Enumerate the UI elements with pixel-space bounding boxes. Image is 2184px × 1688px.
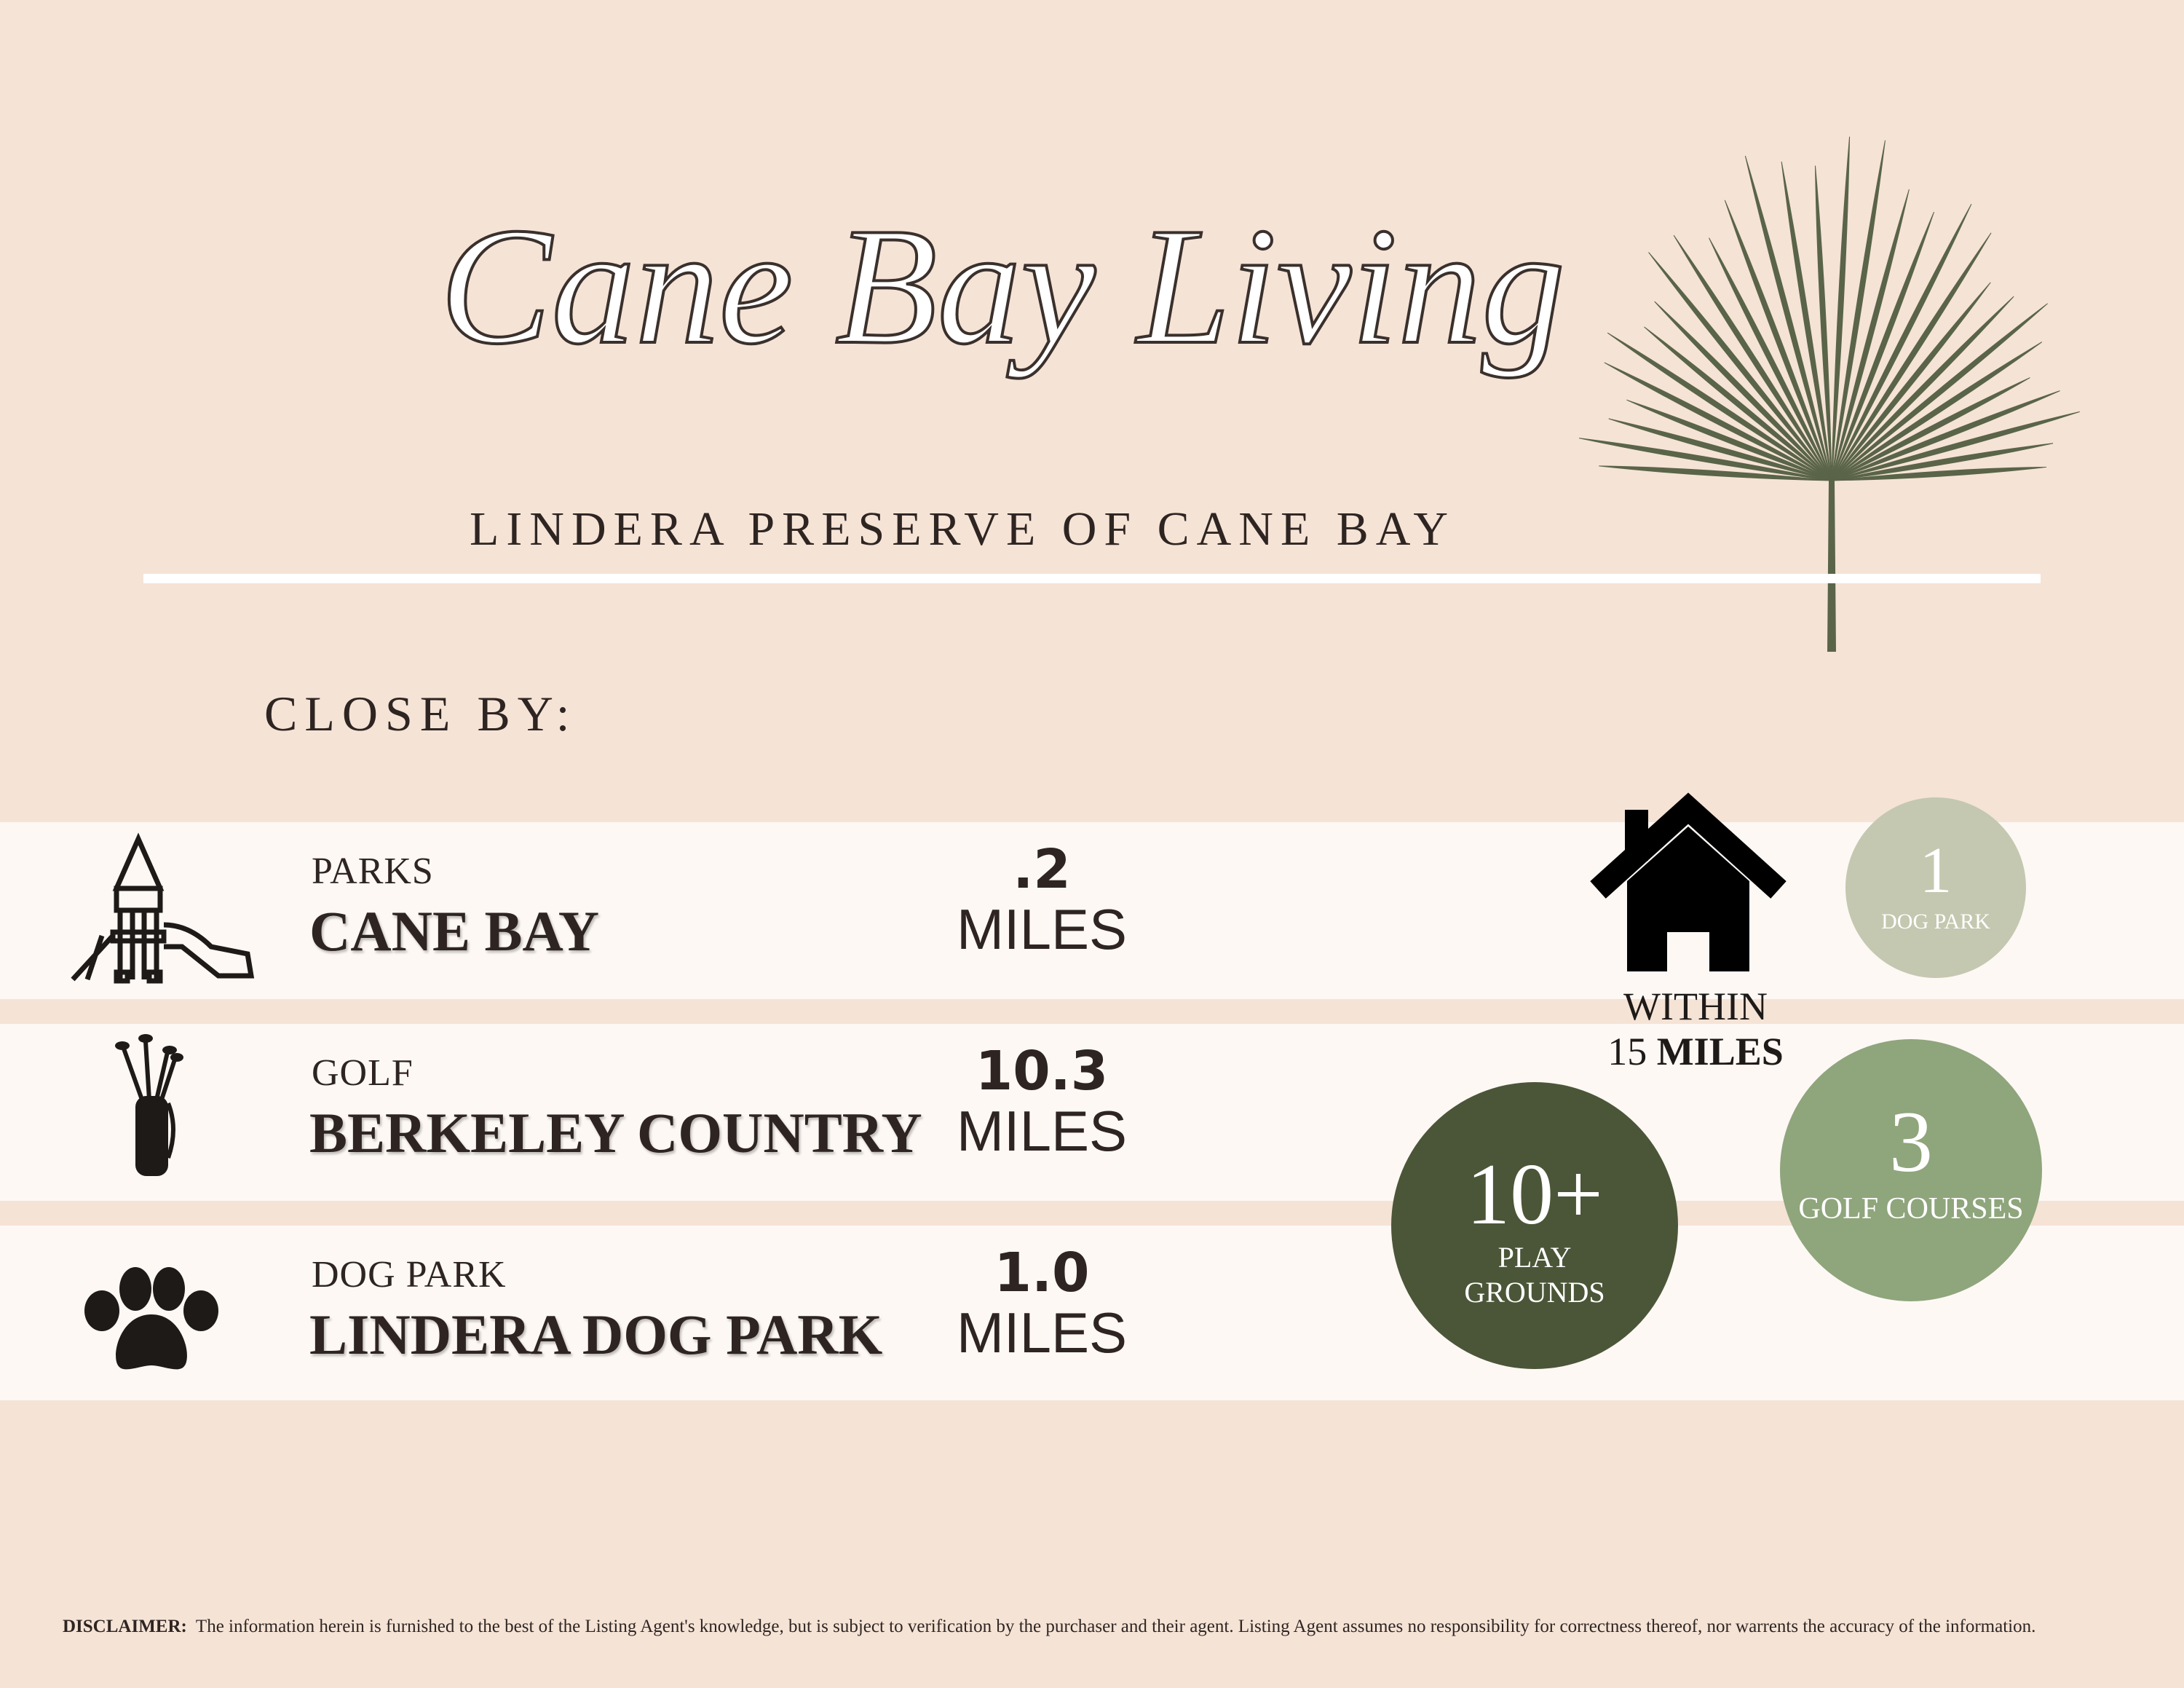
- palm-frond: [1654, 301, 1832, 481]
- palm-frond: [1831, 232, 1992, 481]
- palm-frond: [1626, 399, 1832, 481]
- palm-frond: [1831, 203, 1972, 481]
- palm-stem: [1827, 481, 1836, 652]
- palm-frond: [1831, 303, 2048, 481]
- palm-frond: [1599, 465, 1832, 481]
- stat-value: 3: [1889, 1093, 1933, 1190]
- playground-icon: [71, 832, 255, 984]
- stat-label: GOLF COURSES: [1798, 1192, 2023, 1226]
- palm-frond: [1831, 282, 1991, 481]
- stat-circle: [1780, 1039, 2042, 1301]
- place-distance: .2: [1013, 838, 1071, 901]
- golf-icon: [115, 1034, 183, 1176]
- palm-frond: [1831, 296, 2014, 481]
- palm-frond: [1831, 211, 1935, 481]
- palm-frond: [1578, 438, 1832, 481]
- stat-label: PLAY: [1498, 1241, 1572, 1274]
- palm-frond: [1814, 165, 1832, 481]
- place-name: BERKELEY COUNTRY: [309, 1101, 922, 1164]
- within-caption: WITHIN: [1623, 985, 1768, 1028]
- palm-frond: [1781, 161, 1832, 481]
- palm-frond: [1607, 332, 1832, 481]
- palm-frond: [1608, 418, 1832, 481]
- stat-value: 10+: [1466, 1145, 1603, 1242]
- place-category: GOLF: [312, 1052, 414, 1094]
- title: Cane Bay Living: [440, 193, 1565, 379]
- house-icon: [1590, 792, 1787, 971]
- place-name: CANE BAY: [309, 899, 600, 963]
- palm-leaf: [1578, 136, 2080, 652]
- stat-value: 1: [1920, 835, 1952, 907]
- palm-frond: [1831, 377, 2030, 481]
- palm-frond: [1673, 234, 1832, 481]
- within-distance: 15 MILES: [1607, 1030, 1784, 1073]
- palm-frond: [1831, 140, 1886, 481]
- divider: [143, 574, 2041, 583]
- place-distance: 1.0: [994, 1242, 1090, 1304]
- place-unit: MILES: [956, 897, 1128, 961]
- place-distance: 10.3: [975, 1040, 1109, 1103]
- palm-frond: [1744, 155, 1832, 481]
- palm-frond: [1831, 189, 1910, 481]
- stat-circle: [1391, 1082, 1678, 1369]
- palm-frond: [1648, 252, 1832, 481]
- section-heading: CLOSE BY:: [264, 686, 577, 741]
- palm-frond: [1644, 326, 1832, 481]
- place-category: PARKS: [312, 851, 434, 892]
- place-unit: MILES: [956, 1099, 1128, 1163]
- palm-frond: [1831, 443, 2054, 481]
- disclaimer-label: DISCLAIMER:: [63, 1617, 187, 1636]
- palm-frond: [1831, 136, 1851, 481]
- within-unit: MILES: [1657, 1030, 1784, 1073]
- place-name: LINDERA DOG PARK: [309, 1303, 883, 1366]
- palm-frond: [1831, 411, 2080, 481]
- palm-frond: [1831, 466, 2047, 481]
- disclaimer-text: The information herein is furnished to t…: [195, 1617, 2036, 1636]
- palm-frond: [1709, 237, 1832, 481]
- disclaimer: DISCLAIMER: The information herein is fu…: [63, 1615, 2072, 1638]
- row-band: [0, 822, 2184, 999]
- paw-icon: [84, 1267, 218, 1370]
- palm-frond: [1831, 342, 2043, 481]
- palm-frond: [1604, 362, 1832, 481]
- place-unit: MILES: [956, 1301, 1128, 1365]
- within-number: 15: [1607, 1030, 1647, 1073]
- subtitle: LINDERA PRESERVE OF CANE BAY: [470, 502, 1455, 556]
- palm-frond: [1724, 200, 1832, 481]
- stat-label: DOG PARK: [1881, 910, 1990, 934]
- palm-frond: [1831, 390, 2060, 481]
- stat-circle: [1845, 797, 2026, 978]
- place-category: DOG PARK: [312, 1254, 507, 1295]
- stat-label: GROUNDS: [1464, 1276, 1605, 1309]
